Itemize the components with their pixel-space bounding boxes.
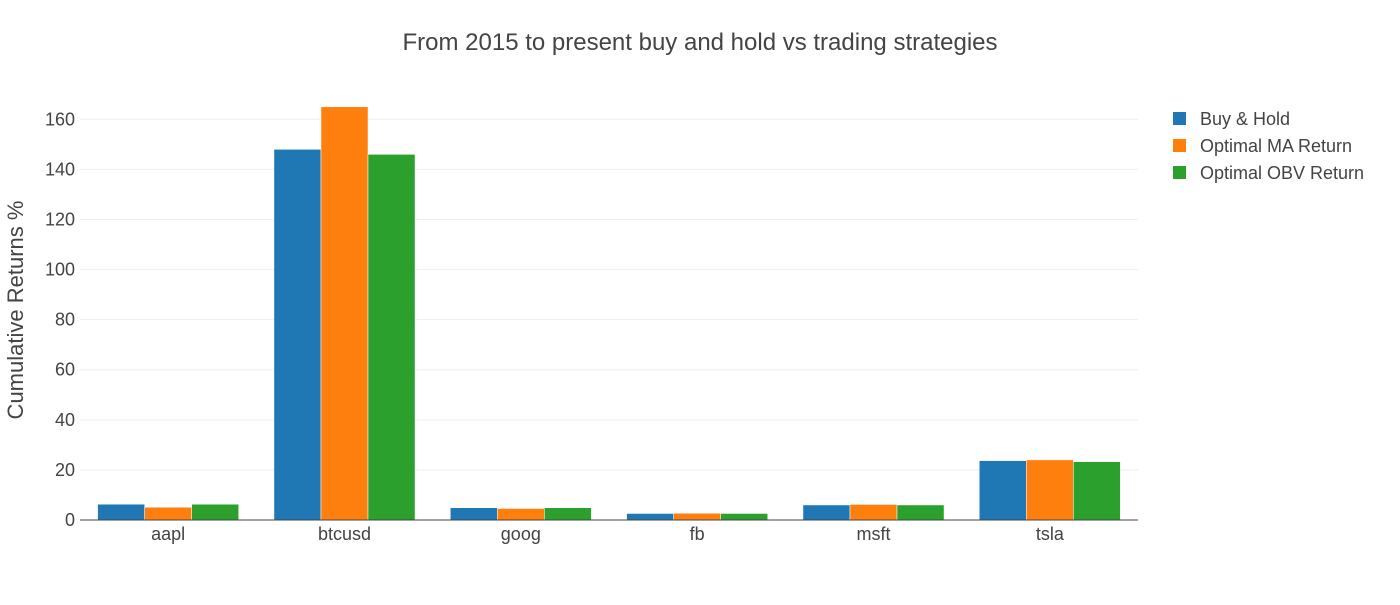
- legend: Buy & Hold Optimal MA Return Optimal OBV R…: [1173, 109, 1364, 183]
- y-tick-label: 160: [45, 109, 75, 129]
- bar-goog-0[interactable]: [450, 507, 498, 521]
- x-tick-label: tsla: [1036, 524, 1065, 544]
- legend-label[interactable]: Buy & Hold: [1200, 109, 1290, 129]
- y-tick-label: 100: [45, 260, 75, 280]
- bar-aapl-0[interactable]: [97, 503, 145, 521]
- y-tick-label: 40: [55, 410, 75, 430]
- legend-label[interactable]: Optimal MA Return: [1200, 136, 1352, 156]
- bar-aapl-2[interactable]: [191, 503, 239, 521]
- bar-goog-1[interactable]: [497, 508, 545, 521]
- y-tick-label: 120: [45, 209, 75, 229]
- y-tick-label: 20: [55, 460, 75, 480]
- x-tick-label: btcusd: [318, 524, 371, 544]
- bar-msft-0[interactable]: [802, 504, 851, 521]
- y-tick-label: 140: [45, 159, 75, 179]
- bar-tsla-1[interactable]: [1026, 459, 1074, 521]
- bar-aapl-1[interactable]: [144, 506, 192, 521]
- bar-tsla-0[interactable]: [979, 460, 1027, 521]
- bar-msft-2[interactable]: [896, 504, 945, 521]
- bar-fb-0[interactable]: [626, 513, 674, 521]
- x-tick-label: msft: [857, 524, 891, 544]
- x-tick-label: aapl: [151, 524, 185, 544]
- bar-fb-1[interactable]: [673, 512, 721, 521]
- x-tick-label: fb: [690, 524, 705, 544]
- bar-fb-2[interactable]: [720, 513, 768, 521]
- gridlines: [80, 118, 1138, 471]
- y-tick-label: 60: [55, 360, 75, 380]
- legend-swatch[interactable]: [1173, 166, 1186, 179]
- bar-goog-2[interactable]: [544, 507, 592, 521]
- y-tick-label: 0: [65, 510, 75, 530]
- bar-tsla-2[interactable]: [1073, 461, 1121, 521]
- x-tick-label: goog: [501, 524, 541, 544]
- legend-swatch[interactable]: [1173, 112, 1186, 125]
- bar-btcusd-0[interactable]: [273, 149, 322, 521]
- chart-title: From 2015 to present buy and hold vs tra…: [402, 29, 997, 56]
- bars: [97, 106, 1121, 521]
- y-axis-label: Cumulative Returns %: [3, 201, 28, 420]
- bar-msft-1[interactable]: [849, 504, 898, 521]
- legend-swatch[interactable]: [1173, 139, 1186, 152]
- bar-btcusd-2[interactable]: [367, 154, 416, 521]
- y-tick-label: 80: [55, 310, 75, 330]
- bar-btcusd-1[interactable]: [320, 106, 369, 521]
- axes: 0 20 40 60 80 100 120 140 160 aapl btcusd goog fb msf…: [45, 109, 1138, 544]
- legend-label[interactable]: Optimal OBV Return: [1200, 163, 1364, 183]
